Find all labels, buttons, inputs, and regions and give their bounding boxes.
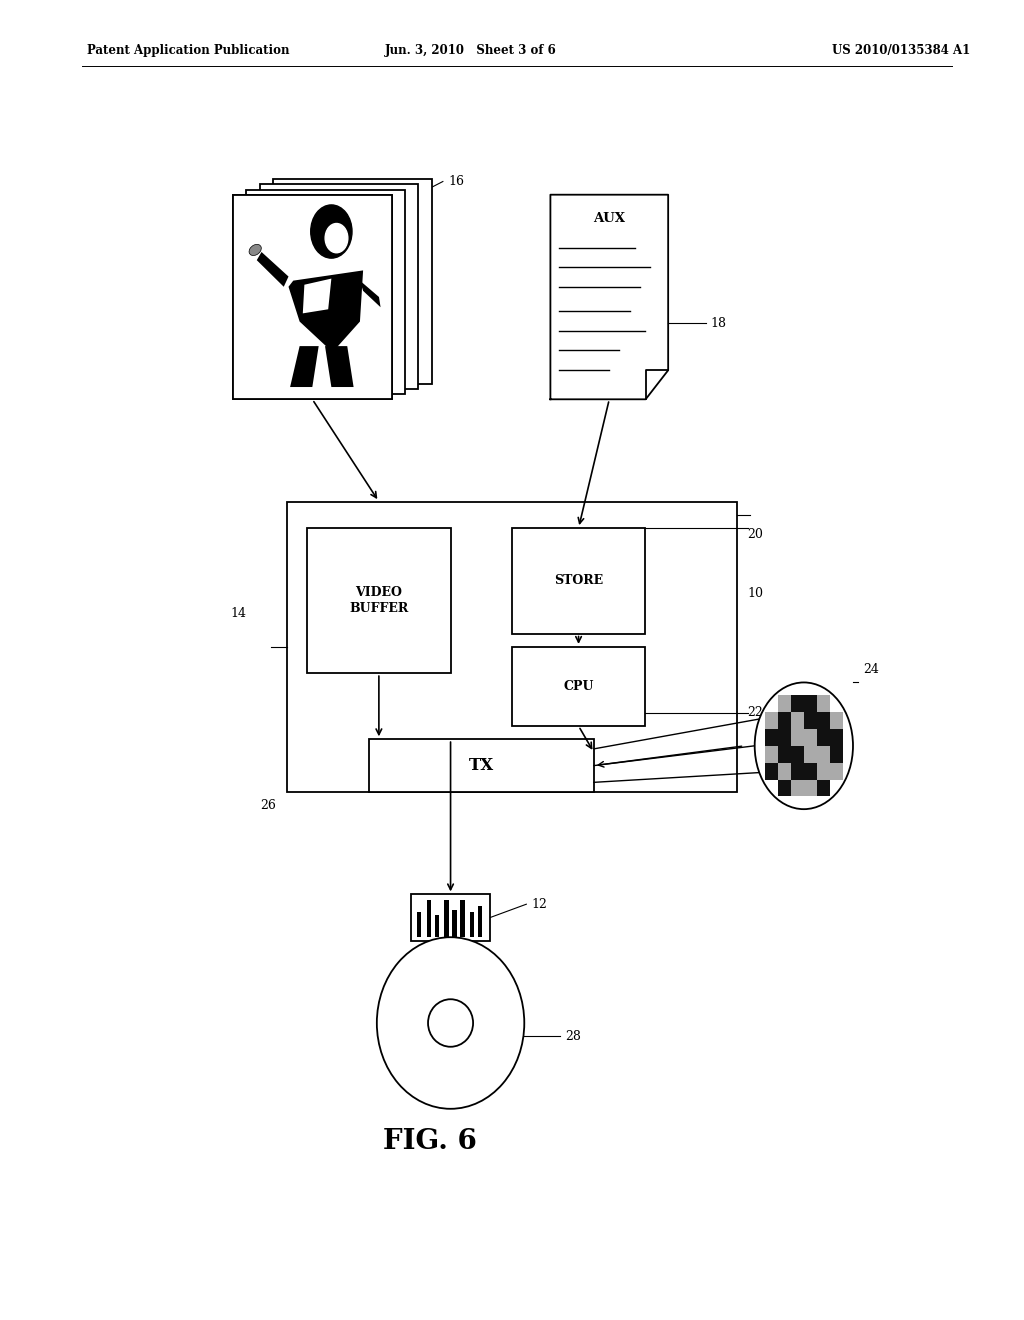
Text: VIDEO
BUFFER: VIDEO BUFFER	[349, 586, 409, 615]
Bar	[444, 900, 449, 937]
Text: TX: TX	[469, 758, 494, 774]
Circle shape	[755, 682, 853, 809]
Text: CPU: CPU	[563, 680, 594, 693]
Bar	[232, 194, 391, 399]
Circle shape	[326, 223, 348, 252]
Text: 28: 28	[565, 1030, 582, 1043]
Bar	[765, 711, 777, 729]
Polygon shape	[303, 279, 332, 313]
Bar	[791, 696, 804, 711]
Text: 24: 24	[863, 663, 880, 676]
Bar	[791, 746, 804, 763]
Bar	[791, 729, 804, 746]
Text: Jun. 3, 2010   Sheet 3 of 6: Jun. 3, 2010 Sheet 3 of 6	[385, 44, 557, 57]
Bar	[369, 739, 594, 792]
Bar	[830, 746, 843, 763]
Bar	[791, 711, 804, 729]
Text: 14: 14	[230, 607, 247, 620]
Text: US 2010/0135384 A1: US 2010/0135384 A1	[831, 44, 971, 57]
Text: Patent Application Publication: Patent Application Publication	[87, 44, 290, 57]
Text: 10: 10	[748, 587, 764, 601]
Polygon shape	[360, 281, 381, 308]
Bar	[765, 763, 777, 780]
Bar	[817, 763, 830, 780]
Bar	[765, 729, 777, 746]
Text: 12: 12	[531, 898, 548, 911]
Bar	[830, 763, 843, 780]
Bar	[817, 780, 830, 796]
Bar	[777, 696, 791, 711]
Text: 16: 16	[449, 176, 464, 187]
Bar	[478, 906, 482, 937]
Bar	[427, 900, 431, 937]
Bar	[272, 180, 432, 384]
Bar	[512, 647, 645, 726]
Text: 18: 18	[711, 317, 727, 330]
Bar	[434, 916, 439, 937]
Bar	[817, 729, 830, 746]
Bar	[817, 746, 830, 763]
Bar	[804, 780, 817, 796]
Bar	[777, 780, 791, 796]
Bar	[777, 711, 791, 729]
Text: STORE: STORE	[554, 574, 603, 587]
Polygon shape	[257, 252, 289, 286]
Bar	[817, 696, 830, 711]
Bar	[765, 746, 777, 763]
Bar	[287, 502, 737, 792]
Bar	[817, 711, 830, 729]
Ellipse shape	[377, 937, 524, 1109]
Bar	[260, 185, 418, 389]
Bar	[791, 763, 804, 780]
Polygon shape	[290, 346, 318, 387]
Bar	[777, 746, 791, 763]
Bar	[246, 190, 404, 395]
Circle shape	[310, 205, 352, 259]
Text: 26: 26	[260, 799, 276, 812]
Bar	[804, 729, 817, 746]
Text: 20: 20	[748, 528, 764, 541]
Bar	[411, 895, 490, 940]
Bar	[453, 909, 457, 937]
Bar	[804, 746, 817, 763]
Bar	[830, 729, 843, 746]
Text: FIG. 6: FIG. 6	[383, 1129, 477, 1155]
Polygon shape	[325, 346, 353, 387]
Bar	[804, 711, 817, 729]
Bar	[777, 763, 791, 780]
Bar	[512, 528, 645, 634]
Text: 22: 22	[748, 706, 763, 719]
Bar	[777, 729, 791, 746]
Bar	[804, 696, 817, 711]
Bar	[791, 780, 804, 796]
Text: AUX: AUX	[593, 213, 626, 224]
Bar	[460, 900, 465, 937]
Bar	[470, 912, 474, 937]
Polygon shape	[289, 271, 364, 348]
Bar	[830, 711, 843, 729]
Ellipse shape	[249, 244, 261, 256]
Bar	[417, 912, 422, 937]
Bar	[232, 194, 391, 399]
Bar	[307, 528, 451, 673]
Bar	[804, 763, 817, 780]
